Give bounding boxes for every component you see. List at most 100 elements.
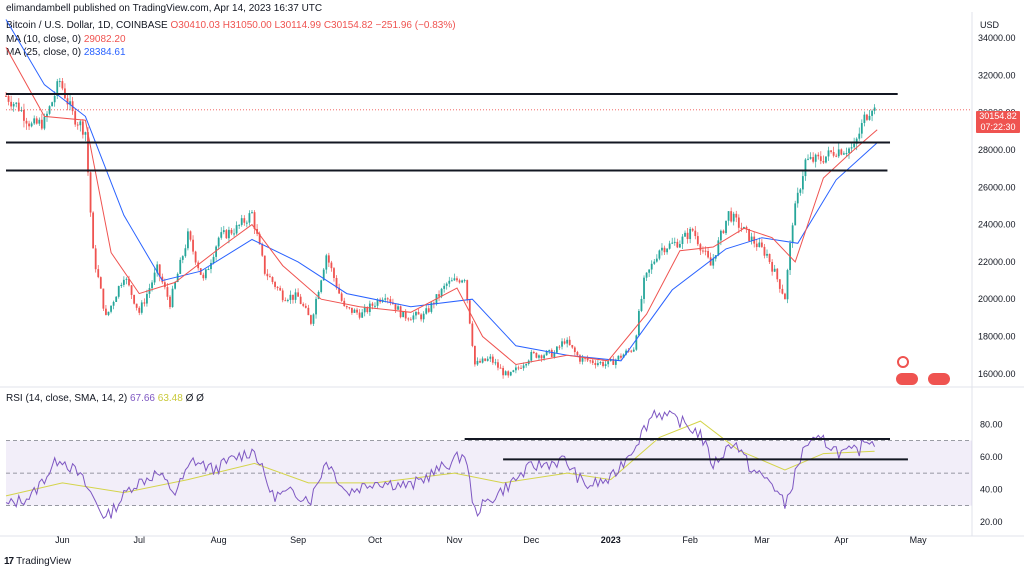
candle-body [5,95,7,97]
rsi-tick-label: 80.00 [980,419,1003,429]
candle-body [304,305,307,308]
candle-body [122,279,125,285]
candle-body [56,81,59,96]
candle-body [814,154,817,162]
candle-body [612,359,615,365]
candle-body [327,255,330,263]
candle-body [489,356,492,359]
candle-body [617,355,620,360]
dividend-icon[interactable] [897,356,909,368]
candle-body [545,350,548,356]
candle-body [563,341,566,344]
candle-body [15,102,18,104]
candle-body [730,211,733,222]
candle-body [827,150,830,157]
candle-body [707,250,709,258]
candle-body [266,273,269,277]
candle-body [220,232,223,238]
candle-body [673,241,676,243]
candle-body [192,239,194,252]
candle-body [353,309,356,313]
candle-body [632,349,635,352]
candle-body [248,213,251,223]
tradingview-brand[interactable]: 17 TradingView [4,556,71,567]
candle-body [463,280,466,282]
candle-body [333,268,335,278]
candle-body [228,229,230,239]
candle-body [691,228,694,231]
candle-body [351,307,353,313]
candle-body [289,294,292,300]
candle-body [558,346,561,348]
ma25-label: MA (25, close, 0) [6,47,82,58]
rsi-extra: Ø Ø [185,393,204,404]
candle-body [140,302,143,313]
candle-body [371,303,374,306]
candle-body [169,296,171,308]
candle-body [702,250,704,252]
candle-body [443,285,446,289]
candle-body [666,248,668,253]
candle-body [179,259,182,274]
candle-body [573,347,576,353]
candle-body [504,371,507,376]
candle-body [481,358,484,363]
time-tick-label: Feb [682,535,698,545]
rsi-sma-value: 63.48 [157,393,183,404]
candle-body [146,293,148,304]
rsi-legend[interactable]: RSI (14, close, SMA, 14, 2) 67.66 63.48 … [6,393,204,404]
us-flag-icon[interactable] [896,373,918,385]
candle-body [181,256,184,260]
candle-body [602,362,604,366]
candle-body [422,313,425,320]
candle-body [197,262,200,269]
candle-body [23,109,25,121]
candle-body [622,354,625,358]
candle-body [589,360,592,362]
candle-body [148,288,151,294]
candle-body [486,358,489,361]
candle-body [607,361,610,365]
candle-body [676,241,679,248]
candle-body [832,151,835,156]
candle-body [202,274,205,279]
candle-body [89,172,92,213]
ma10-legend[interactable]: MA (10, close, 0) 29082.20 [6,34,126,46]
candle-body [584,357,586,359]
rsi-line [5,408,876,519]
candle-body [786,270,789,300]
candle-body [307,307,310,316]
candle-body [158,264,161,277]
candle-body [294,292,297,300]
us-flag-icon[interactable] [928,373,950,385]
candle-body [402,311,405,318]
time-tick-label: Apr [834,535,848,545]
candle-body [363,307,366,313]
candle-body [66,98,69,105]
candle-body [725,220,727,234]
candle-body [302,303,305,306]
candle-body [540,355,543,359]
candle-body [766,253,768,256]
ma25-value: 28384.61 [83,47,126,58]
candle-body [809,157,812,159]
candle-body [133,294,136,304]
candle-body [653,261,656,264]
candle-body [822,161,825,163]
candle-body [340,293,343,301]
candle-body [445,283,448,286]
candle-body [689,228,692,240]
candle-body [107,311,110,315]
time-tick-label: Sep [290,535,306,545]
candle-body [825,156,827,163]
ma25-legend[interactable]: MA (25, close, 0) 28384.61 [6,47,126,59]
candle-body [640,298,643,311]
rsi-sma-line [5,420,875,497]
candle-body [830,150,832,152]
candle-body [166,287,169,297]
candle-body [112,301,115,306]
candle-body [561,341,563,347]
candle-body [240,218,243,225]
publisher-line: elimandambell published on TradingView.c… [6,3,323,14]
